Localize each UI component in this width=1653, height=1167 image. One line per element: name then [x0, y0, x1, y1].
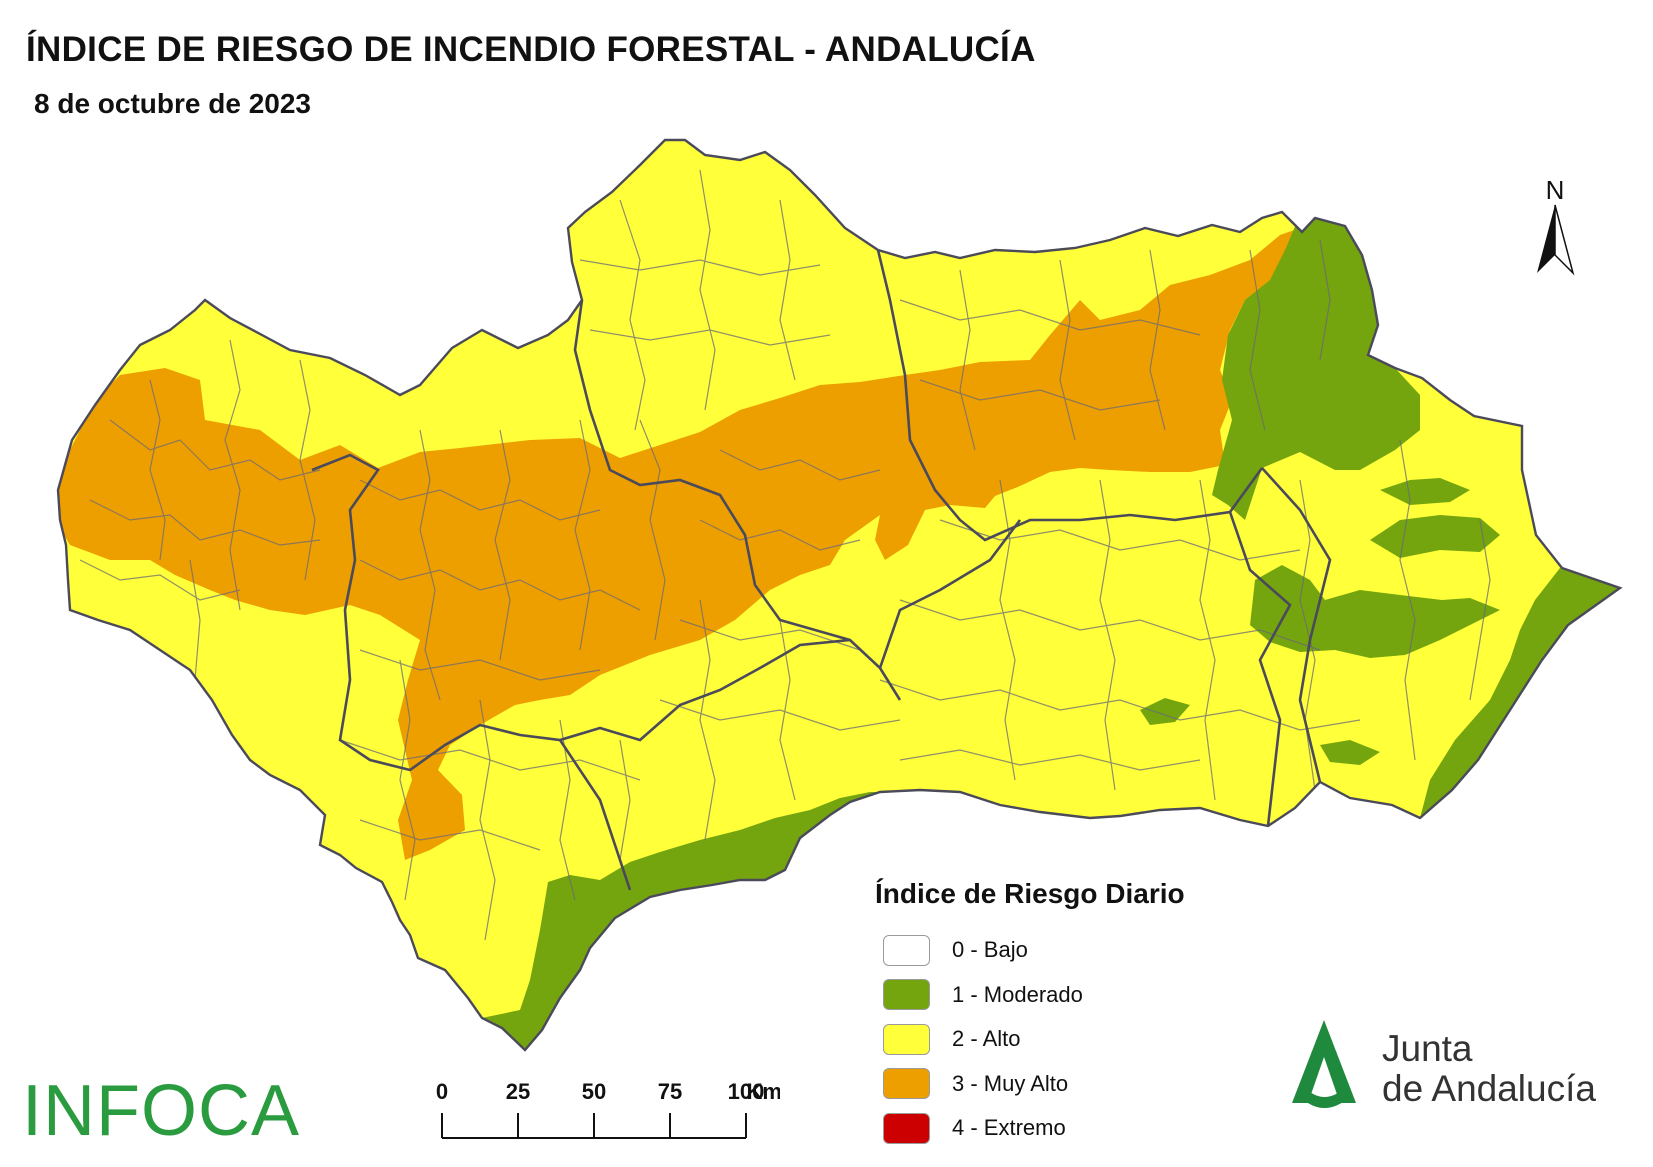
municipal-borders: [79, 169, 1491, 941]
legend-item-extremo: 4 - Extremo: [875, 1106, 1185, 1151]
legend: Índice de Riesgo Diario 0 - Bajo 1 - Mod…: [875, 878, 1185, 1151]
north-arrow: N: [1530, 175, 1580, 285]
legend-swatch-alto: [883, 1023, 930, 1055]
legend-label: 3 - Muy Alto: [952, 1070, 1069, 1096]
scale-bar: 0 25 50 75 100 Km: [436, 1079, 780, 1139]
scale-tick-label: 75: [658, 1079, 682, 1104]
junta-text: Junta de Andalucía: [1382, 1029, 1596, 1109]
legend-label: 0 - Bajo: [952, 937, 1028, 963]
scale-unit: Km: [747, 1079, 780, 1104]
legend-title: Índice de Riesgo Diario: [875, 878, 1185, 909]
infoca-logo: INFOCA: [22, 1071, 301, 1151]
junta-emblem-icon: [1292, 1020, 1356, 1108]
risk-zone-moderado-small-1: [1140, 698, 1190, 725]
scale-bar-line: [441, 1113, 747, 1139]
junta-line-2: de Andalucía: [1382, 1068, 1596, 1109]
legend-item-bajo: 0 - Bajo: [875, 928, 1185, 973]
scale-tick-label: 50: [582, 1079, 606, 1104]
scale-tick-label: 25: [506, 1079, 530, 1104]
north-label: N: [1545, 175, 1565, 205]
legend-label: 4 - Extremo: [952, 1115, 1066, 1141]
map-title: ÍNDICE DE RIESGO DE INCENDIO FORESTAL - …: [26, 30, 1036, 69]
legend-item-alto: 2 - Alto: [875, 1017, 1185, 1062]
north-arrow-icon: [1537, 204, 1575, 276]
legend-swatch-extremo: [883, 1112, 930, 1144]
junta-andalucia-logo: Junta de Andalucía: [1274, 1015, 1624, 1115]
legend-label: 2 - Alto: [952, 1026, 1021, 1052]
legend-item-moderado: 1 - Moderado: [875, 973, 1185, 1018]
risk-zone-muy-alto: [58, 228, 1300, 860]
risk-zone-moderado-northeast: [1212, 215, 1420, 520]
scale-tick-label: 100: [728, 1079, 765, 1104]
junta-line-1: Junta: [1382, 1028, 1473, 1069]
risk-zone-moderado-small-2: [1320, 740, 1380, 765]
risk-zone-moderado-east-3: [1380, 478, 1470, 505]
legend-swatch-moderado: [883, 979, 930, 1011]
legend-swatch-muy-alto: [883, 1068, 930, 1100]
legend-label: 1 - Moderado: [952, 981, 1083, 1007]
provincial-borders: [311, 249, 1332, 891]
risk-zone-moderado-south-coast: [482, 790, 960, 1050]
legend-item-muy-alto: 3 - Muy Alto: [875, 1062, 1185, 1107]
scale-tick-label: 0: [436, 1079, 448, 1104]
legend-swatch-bajo: [883, 934, 930, 966]
map-date: 8 de octubre de 2023: [34, 88, 312, 119]
